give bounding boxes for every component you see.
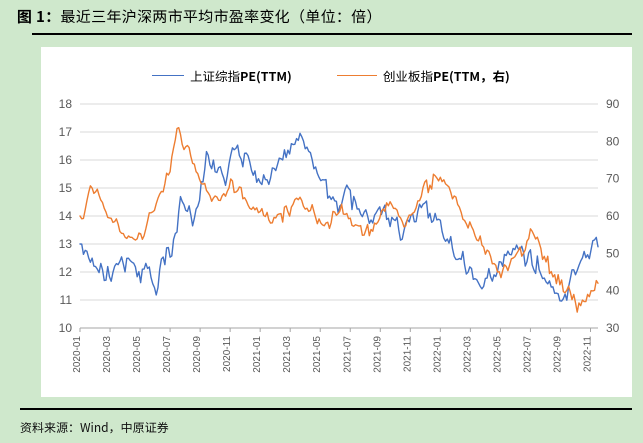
svg-text:30: 30 [606,321,620,335]
svg-text:2021-03: 2021-03 [282,336,293,373]
svg-text:2022-03: 2022-03 [462,336,473,373]
svg-text:2022-01: 2022-01 [432,336,443,373]
svg-text:2020-03: 2020-03 [102,336,113,373]
svg-text:10: 10 [59,321,73,335]
svg-text:70: 70 [606,172,620,186]
svg-text:40: 40 [606,284,620,298]
svg-text:17: 17 [59,125,73,139]
svg-text:2020-07: 2020-07 [162,336,173,373]
svg-text:2021-05: 2021-05 [312,336,323,373]
svg-text:50: 50 [606,246,620,260]
svg-text:60: 60 [606,209,620,223]
svg-text:16: 16 [59,153,73,167]
svg-text:2022-09: 2022-09 [552,336,563,373]
svg-text:18: 18 [59,97,73,111]
svg-text:2021-11: 2021-11 [402,336,413,372]
svg-text:2021-01: 2021-01 [252,336,263,373]
svg-text:12: 12 [59,265,73,279]
svg-text:2021-09: 2021-09 [372,336,383,373]
svg-text:2020-01: 2020-01 [72,336,83,373]
svg-text:2022-11: 2022-11 [582,336,593,372]
svg-text:11: 11 [60,293,73,307]
svg-text:2021-07: 2021-07 [342,336,353,373]
svg-text:90: 90 [606,97,620,111]
svg-text:2020-09: 2020-09 [192,336,203,373]
svg-text:2020-11: 2020-11 [222,336,233,372]
svg-text:15: 15 [59,181,73,195]
svg-text:80: 80 [606,134,620,148]
svg-text:13: 13 [59,237,73,251]
svg-text:2022-05: 2022-05 [492,336,503,373]
svg-text:2022-07: 2022-07 [522,336,533,373]
svg-text:2020-05: 2020-05 [132,336,143,373]
svg-text:14: 14 [59,209,73,223]
